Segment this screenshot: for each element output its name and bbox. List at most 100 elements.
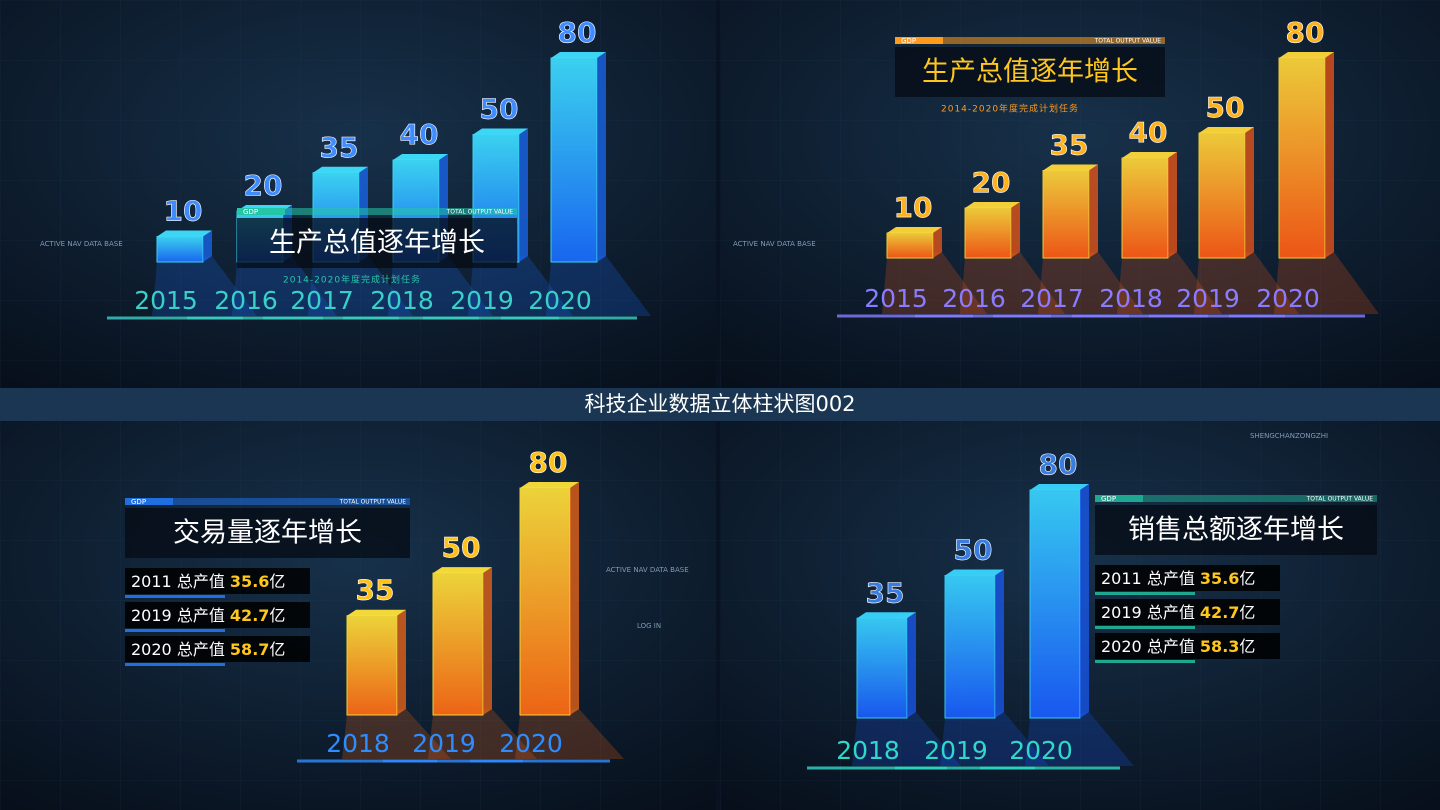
stat-value: 58.7	[230, 640, 269, 659]
title-box	[237, 218, 517, 268]
title-box	[1095, 505, 1377, 555]
tag-block	[895, 37, 943, 44]
tag: GDP	[901, 37, 916, 45]
bar-top	[1279, 52, 1334, 58]
bar-shadow	[546, 256, 651, 316]
x-tick-label: 2019	[924, 736, 988, 765]
bar-top	[520, 482, 579, 488]
bar-shadow	[1117, 252, 1222, 314]
chart-title: 交易量逐年增长	[173, 518, 362, 549]
stat-unit: 亿	[1239, 603, 1255, 622]
stat-row	[1095, 565, 1280, 591]
x-tick-label: 2019	[412, 729, 476, 758]
tag-right: TOTAL OUTPUT VALUE	[1094, 38, 1162, 45]
bar	[432, 572, 484, 716]
x-tick-label: 2017	[290, 286, 354, 315]
title-box	[895, 47, 1165, 97]
bar-side	[483, 567, 492, 715]
chart-subtitle: 2014-2020年度完成计划任务	[941, 103, 1079, 115]
stat-unit: 亿	[1239, 637, 1255, 656]
bar-side	[1168, 152, 1177, 258]
value-label: 20	[972, 166, 1011, 199]
x-tick-label: 2020	[528, 286, 592, 315]
bar-side	[1011, 202, 1020, 258]
value-label: 80	[1039, 448, 1078, 481]
stat-text: 2020 总产值 58.3亿	[1101, 637, 1255, 656]
bar-shadow	[152, 256, 257, 316]
tag-right: TOTAL OUTPUT VALUE	[339, 499, 407, 506]
value-label: 40	[1129, 116, 1168, 149]
bar-side	[570, 482, 579, 715]
tag-block	[237, 208, 285, 215]
bar	[1198, 132, 1246, 259]
stat-unit: 亿	[269, 572, 285, 591]
bar	[964, 207, 1012, 259]
bar	[346, 615, 398, 716]
stat-year: 2020	[131, 640, 172, 659]
stat-underline	[125, 595, 225, 598]
value-label: 35	[320, 131, 359, 164]
bar-side	[995, 569, 1004, 718]
bar-shadow	[388, 256, 493, 316]
bar-top	[857, 612, 916, 619]
bar-top	[157, 230, 212, 237]
value-label: 50	[954, 534, 993, 567]
bar-top	[965, 202, 1020, 208]
stat-label: 总产值	[177, 572, 225, 591]
banner	[0, 388, 1440, 421]
stat-row	[125, 568, 310, 594]
bar-side	[1325, 52, 1334, 258]
tag-bar	[125, 498, 410, 505]
value-label: 50	[1206, 91, 1245, 124]
bar-top	[945, 569, 1004, 576]
stat-text: 2019 总产值 42.7亿	[1101, 603, 1255, 622]
chart-title: 销售总额逐年增长	[1128, 515, 1344, 546]
bar-top	[1030, 484, 1089, 490]
x-tick-label: 2020	[1256, 284, 1320, 313]
annotation: ACTIVE NAV DATA BASE	[40, 240, 123, 248]
bar	[519, 487, 571, 716]
x-tick-label: 2016	[214, 286, 278, 315]
x-tick-label: 2015	[134, 286, 198, 315]
bar-shadow	[1025, 712, 1134, 766]
chart-title: 生产总值逐年增长	[922, 57, 1138, 88]
value-label: 50	[480, 93, 519, 126]
bar-top	[1043, 164, 1098, 171]
value-label: 80	[1286, 16, 1325, 49]
stat-underline	[1095, 592, 1195, 595]
tag-bar	[1095, 495, 1377, 502]
stat-row	[1095, 633, 1280, 659]
x-tick-label: 2018	[326, 729, 390, 758]
x-tick-label: 2018	[370, 286, 434, 315]
value-label: 10	[164, 195, 203, 228]
stat-value: 42.7	[230, 606, 269, 625]
bar-shadow	[1194, 252, 1299, 314]
stat-label: 总产值	[177, 606, 225, 625]
stat-value: 58.3	[1200, 637, 1239, 656]
x-tick-label: 2019	[1176, 284, 1240, 313]
bar-top	[347, 609, 406, 616]
stat-year: 2019	[1101, 603, 1142, 622]
bar-side	[397, 609, 406, 715]
value-label: 50	[442, 531, 481, 564]
stat-underline	[125, 629, 225, 632]
tag-right: TOTAL OUTPUT VALUE	[446, 209, 514, 216]
bar-shadow	[1038, 252, 1143, 314]
tag: GDP	[1101, 495, 1116, 503]
bar	[1029, 489, 1081, 719]
title-box	[125, 508, 410, 558]
bar-side	[1080, 484, 1089, 718]
value-label: 35	[866, 576, 905, 609]
page-title: 科技企业数据立体柱状图002	[584, 392, 855, 416]
annotation: SHENGCHANZONGZHI	[1250, 432, 1328, 440]
stat-value: 35.6	[1200, 569, 1239, 588]
bar-shadow	[232, 256, 337, 316]
tag-right: TOTAL OUTPUT VALUE	[1306, 496, 1374, 503]
stat-value: 35.6	[230, 572, 269, 591]
bar-side	[519, 128, 528, 262]
bar-side	[933, 227, 942, 258]
stat-year: 2020	[1101, 637, 1142, 656]
stat-unit: 亿	[269, 606, 285, 625]
value-label: 80	[558, 16, 597, 49]
